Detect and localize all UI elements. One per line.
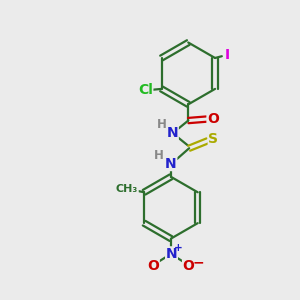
- Text: +: +: [174, 243, 182, 253]
- Text: S: S: [208, 132, 218, 146]
- Text: O: O: [207, 112, 219, 126]
- Text: −: −: [193, 256, 204, 270]
- Text: N: N: [166, 247, 177, 261]
- Text: O: O: [183, 259, 194, 273]
- Text: H: H: [154, 149, 164, 162]
- Text: O: O: [147, 259, 159, 273]
- Text: Cl: Cl: [138, 83, 153, 98]
- Text: N: N: [167, 126, 178, 140]
- Text: N: N: [165, 157, 177, 170]
- Text: I: I: [225, 48, 230, 62]
- Text: H: H: [157, 118, 167, 131]
- Text: CH₃: CH₃: [116, 184, 138, 194]
